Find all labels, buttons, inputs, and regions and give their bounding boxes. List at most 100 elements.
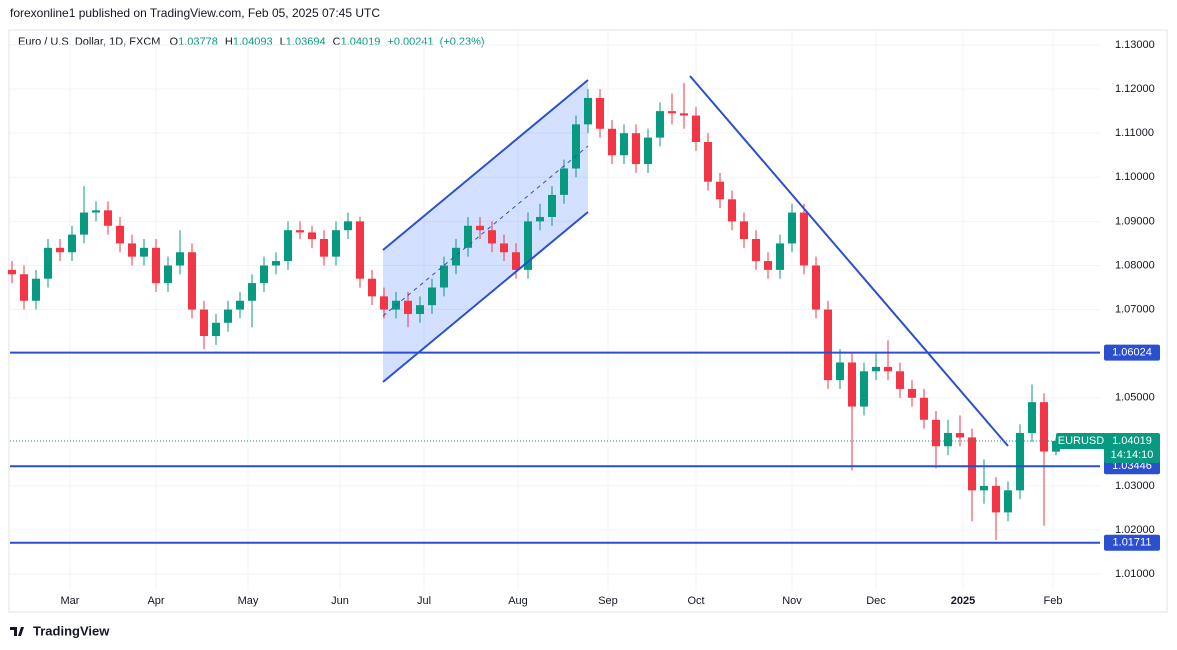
candle-body [512, 252, 520, 270]
y-tick-label: 1.10000 [1115, 171, 1155, 183]
candle-body [944, 433, 952, 447]
candle-body [860, 371, 868, 407]
candle-body [788, 212, 796, 244]
candle-body [932, 419, 940, 447]
candle-body [92, 210, 100, 213]
candle-body [440, 265, 448, 288]
level-tag [1104, 534, 1160, 551]
level-label: 1.01711 [1113, 537, 1152, 549]
candle-body [404, 300, 412, 314]
logo: TradingView [10, 623, 110, 638]
candle-body [620, 133, 628, 156]
y-tick-label: 1.08000 [1115, 259, 1155, 271]
candle-body [548, 194, 556, 217]
x-tick-label: Dec [866, 595, 886, 607]
logo-mark [10, 627, 24, 636]
candle-body [848, 362, 856, 407]
candle-body [920, 397, 928, 420]
candle-body [344, 221, 352, 231]
candle-body [356, 221, 364, 279]
drawings [382, 75, 1009, 447]
legend-change-pct: (+0.23%) [440, 36, 485, 48]
x-tick-label: 2025 [951, 595, 975, 607]
candle-body [524, 221, 532, 270]
candle-body [1040, 402, 1048, 452]
x-tick-label: Aug [508, 595, 528, 607]
candle-body [800, 212, 808, 266]
candle-body [116, 225, 124, 244]
countdown-label: 14:14:10 [1111, 449, 1154, 461]
candle-body [32, 278, 40, 301]
candle-body [1016, 433, 1024, 491]
candle-body [320, 239, 328, 257]
candle-body [164, 265, 172, 284]
candle-body [284, 230, 292, 262]
candle-body [200, 309, 208, 337]
channel-upper [382, 79, 589, 251]
candle-body [572, 124, 580, 169]
symbol-title: Euro / U.S. Dollar, 1D, FXCM [18, 36, 160, 48]
price-label: 1.04019 [1112, 435, 1152, 447]
candle-body [176, 252, 184, 266]
legend-change: +0.00241 [387, 36, 433, 48]
candle-body [56, 247, 64, 253]
candle-body [776, 243, 784, 270]
x-tick-label: Oct [687, 595, 704, 607]
candle-body [560, 168, 568, 195]
y-tick-label: 1.03000 [1115, 480, 1155, 492]
overlays: 1.06024 1.03446 1.01711 EURUSD 1.04019 14:14:… [10, 344, 1160, 551]
x-tick-label: May [238, 595, 259, 607]
y-tick-label: 1.05000 [1115, 392, 1155, 404]
x-tick-label: Jun [331, 595, 349, 607]
candle-body [128, 243, 136, 257]
y-tick-label: 1.13000 [1115, 39, 1155, 51]
candles [8, 82, 1060, 541]
x-tick-label: Nov [782, 595, 802, 607]
legend-value: 1.04093 [233, 36, 273, 48]
publisher: forexonline1 published on TradingView.co… [10, 6, 380, 20]
candle-body [908, 388, 916, 398]
candle-body [680, 113, 688, 116]
symbol-tag [1056, 433, 1106, 450]
candle-body [968, 437, 976, 491]
candle-body [884, 366, 892, 372]
candle-body [104, 210, 112, 226]
y-tick-label: 1.07000 [1115, 303, 1155, 315]
candle-body [20, 274, 28, 301]
candle-body [1028, 402, 1036, 434]
legend-value: 1.04019 [341, 36, 381, 48]
y-tick-label: 1.02000 [1115, 524, 1155, 536]
candle-body [728, 199, 736, 222]
candle-body [872, 366, 880, 372]
legend-key: C [333, 36, 341, 48]
candle-body [224, 309, 232, 323]
legend-value: 1.03778 [178, 36, 218, 48]
candle-body [500, 243, 508, 253]
x-tick-label: Mar [61, 595, 80, 607]
brand: TradingView [33, 623, 110, 638]
candle-body [188, 252, 196, 310]
candle-body [716, 181, 724, 200]
candle-body [260, 265, 268, 284]
x-tick-label: Apr [147, 595, 164, 607]
candle-body [488, 230, 496, 244]
candle-body [416, 305, 424, 314]
candle-body [692, 115, 700, 142]
legend: Euro / U.S. Dollar, 1D, FXCM O1.03778 H1… [18, 36, 485, 48]
y-tick-label: 1.01000 [1115, 568, 1155, 580]
candle-body [992, 485, 1000, 513]
y-tick-label: 1.11000 [1115, 127, 1154, 139]
candle-body [764, 261, 772, 270]
level-tag [1104, 344, 1160, 361]
candle-body [464, 225, 472, 248]
candle-body [428, 287, 436, 306]
candle-body [740, 221, 748, 240]
candle-body [956, 433, 964, 438]
x-tick-label: Jul [417, 595, 431, 607]
candle-body [140, 247, 148, 257]
x-tick-label: Sep [598, 595, 618, 607]
candle-body [212, 322, 220, 337]
candle-body [536, 216, 544, 222]
y-tick-label: 1.12000 [1115, 83, 1155, 95]
candle-body [68, 234, 76, 253]
